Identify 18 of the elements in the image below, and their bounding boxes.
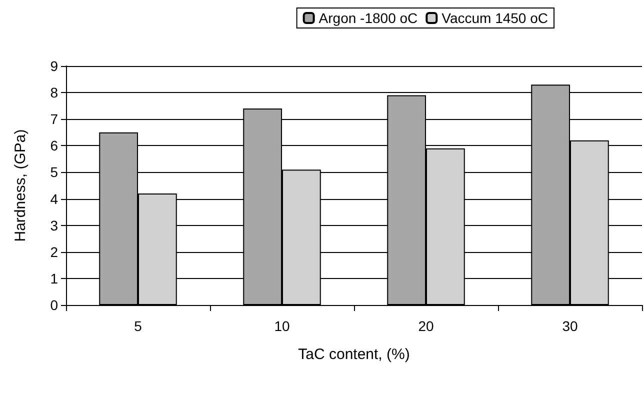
- x-tick-label: 10: [274, 318, 290, 334]
- x-tick-label: 20: [418, 318, 434, 334]
- y-tick-label: 0: [50, 297, 58, 313]
- y-tick-label: 7: [50, 111, 58, 128]
- y-tick-label: 5: [50, 164, 58, 180]
- y-axis-title: Hardness, (GPa): [12, 129, 29, 242]
- y-tick-label: 4: [50, 190, 58, 207]
- y-tick-label: 9: [50, 58, 58, 74]
- legend-label: Argon -1800 oC: [318, 10, 418, 26]
- x-tick-label: 30: [562, 318, 578, 334]
- y-tick-label: 6: [50, 138, 58, 154]
- y-tick-label: 2: [50, 244, 58, 260]
- legend-label: Vaccum 1450 oC: [442, 10, 548, 26]
- y-tick-label: 3: [50, 217, 58, 234]
- y-tick-label: 8: [50, 84, 58, 101]
- x-axis-title: TaC content, (%): [298, 346, 410, 363]
- y-tick-label: 1: [50, 270, 58, 286]
- x-tick-label: 5: [134, 318, 142, 334]
